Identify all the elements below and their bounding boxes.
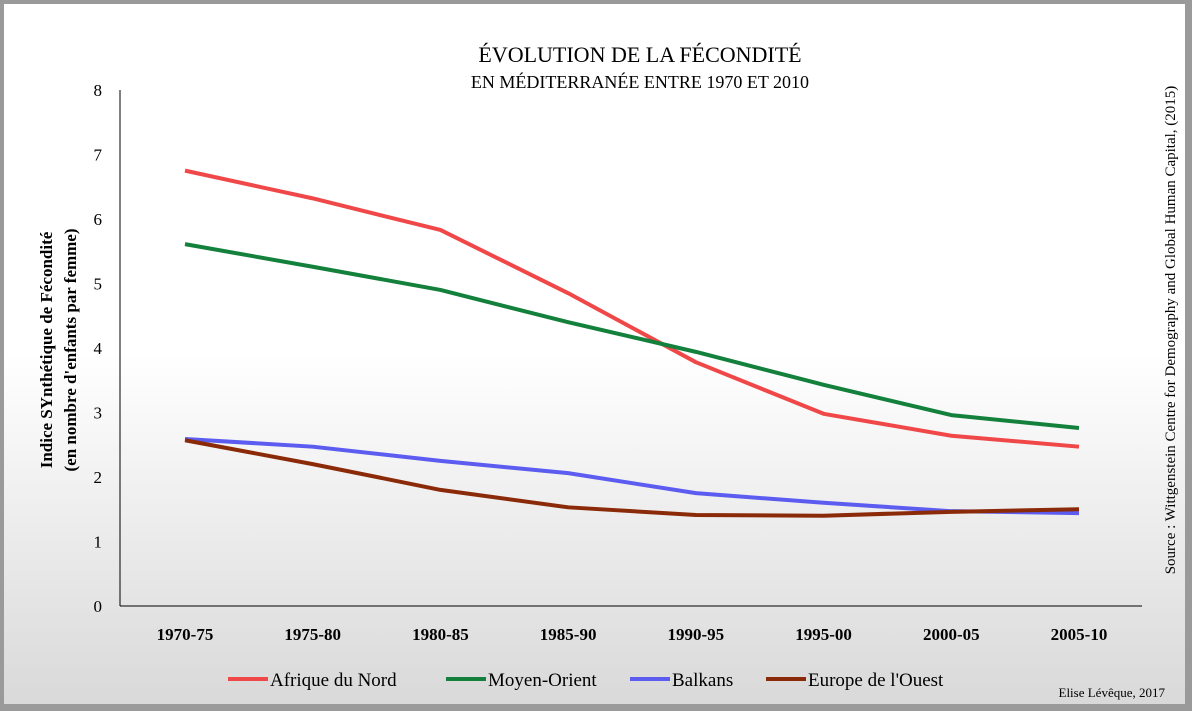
chart-subtitle: EN MÉDITERRANÉE ENTRE 1970 ET 2010 xyxy=(471,71,809,92)
source-note: Source : Wittgenstein Centre for Demogra… xyxy=(1163,86,1179,575)
series-line xyxy=(184,242,1080,430)
x-tick-label: 1990-95 xyxy=(668,625,725,644)
y-tick-label: 0 xyxy=(94,597,103,616)
background xyxy=(4,4,1185,704)
x-tick-label: 1975-80 xyxy=(284,625,341,644)
chart-title: ÉVOLUTION DE LA FÉCONDITÉ xyxy=(478,42,801,67)
y-axis-label: (en nombre d'enfants par femme) xyxy=(61,228,80,471)
series-line xyxy=(184,438,1080,518)
y-axis-label: Indice SYnthétique de Fécondité xyxy=(37,231,56,468)
y-tick-label: 2 xyxy=(94,468,103,487)
y-tick-label: 1 xyxy=(94,533,103,552)
legend-label: Afrique du Nord xyxy=(270,670,397,691)
x-tick-label: 1985-90 xyxy=(540,625,597,644)
y-tick-label: 5 xyxy=(94,275,103,294)
y-tick-label: 3 xyxy=(94,404,103,423)
series-line xyxy=(184,168,1080,449)
x-tick-label: 1980-85 xyxy=(412,625,469,644)
legend-label: Balkans xyxy=(672,670,733,691)
y-tick-label: 6 xyxy=(94,210,103,229)
legend-label: Moyen-Orient xyxy=(488,670,597,691)
x-tick-label: 1970-75 xyxy=(157,625,214,644)
series-line xyxy=(184,436,1080,516)
x-tick-label: 2005-10 xyxy=(1051,625,1108,644)
credit: Elise Lévêque, 2017 xyxy=(1059,685,1166,700)
y-tick-label: 4 xyxy=(94,339,103,358)
y-tick-label: 7 xyxy=(94,146,103,165)
y-tick-label: 8 xyxy=(94,81,103,100)
legend-label: Europe de l'Ouest xyxy=(808,670,944,691)
x-tick-label: 1995-00 xyxy=(795,625,852,644)
x-tick-label: 2000-05 xyxy=(923,625,980,644)
